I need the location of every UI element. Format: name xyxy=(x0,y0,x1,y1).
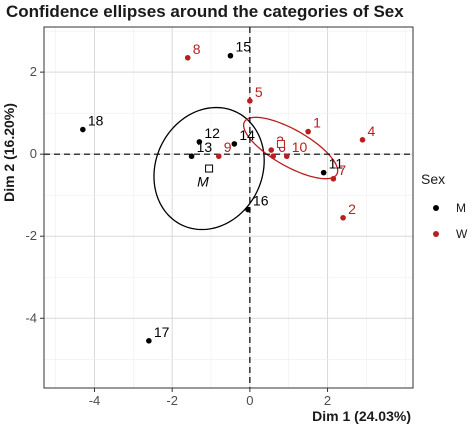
data-point-7 xyxy=(330,175,337,182)
data-point-label-11: 11 xyxy=(329,156,344,172)
plot-panel xyxy=(43,26,414,389)
legend-items: MW xyxy=(433,201,468,241)
data-point-12 xyxy=(196,139,203,145)
y-tick-label: -4 xyxy=(25,310,37,325)
data-points: 123456789101112131415161718 xyxy=(80,39,376,344)
confidence-ellipses xyxy=(153,106,339,231)
data-point-3 xyxy=(268,147,275,153)
category-center-M xyxy=(205,164,214,173)
x-axis-title: Dim 1 (24.03%) xyxy=(312,408,411,424)
data-point-16 xyxy=(245,206,251,213)
legend-label-W: W xyxy=(456,227,468,241)
data-point-label-15: 15 xyxy=(235,39,251,55)
legend-marker-W xyxy=(433,231,439,237)
data-point-2 xyxy=(340,214,346,221)
y-axis-ticks: -4 -2 0 2 xyxy=(25,64,44,325)
data-point-8 xyxy=(184,54,191,61)
data-point-label-12: 12 xyxy=(204,125,220,141)
data-point-6 xyxy=(270,153,276,160)
reference-lines xyxy=(44,27,413,388)
data-point-label-5: 5 xyxy=(255,84,263,100)
category-center-label-M: M xyxy=(197,174,209,190)
data-point-15 xyxy=(227,52,234,59)
data-point-14 xyxy=(231,141,238,147)
data-point-11 xyxy=(320,169,327,176)
data-point-label-2: 2 xyxy=(348,201,356,217)
legend: Sex MW xyxy=(421,171,468,241)
data-point-1 xyxy=(305,128,311,135)
category-center-W xyxy=(276,139,285,148)
grid-lines xyxy=(44,27,413,388)
x-tick-label: 2 xyxy=(324,393,331,408)
legend-marker-M xyxy=(433,205,439,211)
x-tick-label: -4 xyxy=(89,393,101,408)
data-point-9 xyxy=(215,153,222,160)
x-tick-label: 0 xyxy=(246,393,253,408)
data-point-5 xyxy=(247,98,253,104)
data-point-label-8: 8 xyxy=(193,41,201,57)
y-tick-label: 2 xyxy=(30,64,37,79)
data-point-label-16: 16 xyxy=(253,193,269,209)
data-point-label-18: 18 xyxy=(88,113,104,129)
y-tick-label: 0 xyxy=(30,146,37,161)
data-point-label-7: 7 xyxy=(338,162,346,178)
data-point-label-10: 10 xyxy=(292,139,308,155)
x-axis-ticks: -4 -2 0 2 xyxy=(89,388,331,408)
data-point-10 xyxy=(283,153,290,160)
data-point-label-4: 4 xyxy=(368,123,376,139)
data-point-label-17: 17 xyxy=(154,324,170,340)
data-point-label-9: 9 xyxy=(224,139,232,155)
legend-label-M: M xyxy=(456,201,466,215)
confidence-ellipse-W xyxy=(242,116,339,180)
chart-title: Confidence ellipses around the categorie… xyxy=(6,2,404,21)
confidence-ellipse-M xyxy=(153,106,265,231)
data-point-label-13: 13 xyxy=(197,139,213,155)
y-tick-label: -2 xyxy=(25,228,37,243)
data-point-label-14: 14 xyxy=(239,127,255,143)
data-point-4 xyxy=(359,137,366,143)
data-point-label-1: 1 xyxy=(313,115,321,131)
data-point-17 xyxy=(146,338,152,344)
x-tick-label: -2 xyxy=(166,393,178,408)
category-centers: M xyxy=(197,139,285,190)
data-point-18 xyxy=(80,126,86,133)
y-axis-title: Dim 2 (16.20%) xyxy=(1,103,17,202)
data-point-13 xyxy=(188,153,195,160)
legend-title: Sex xyxy=(421,171,445,187)
